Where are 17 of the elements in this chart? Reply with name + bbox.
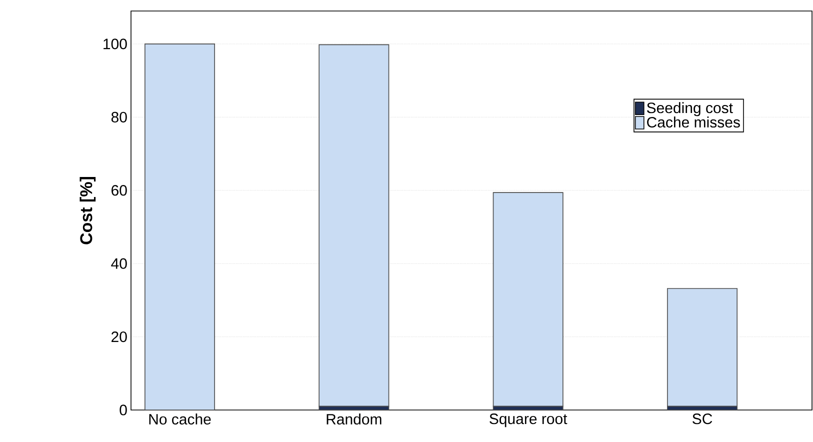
y-tick-label: 40	[111, 258, 127, 269]
y-tick-label: 60	[112, 185, 127, 196]
bar	[492, 192, 564, 407]
y-tick-label: 20	[112, 331, 127, 342]
bar	[667, 288, 738, 407]
y-tick-label: 0	[120, 404, 127, 416]
legend-label: Cache misses	[647, 116, 740, 128]
x-tick-label: Square root	[490, 414, 568, 428]
y-axis-title: Cost [%]	[80, 177, 96, 244]
x-tick-label: SC	[692, 414, 712, 424]
x-tick-label: No cache	[149, 414, 211, 425]
bar	[318, 44, 390, 407]
legend-label: Seeding cost	[646, 102, 733, 116]
y-tick-label: 80	[111, 112, 127, 122]
x-tick-label: Random	[326, 414, 382, 425]
bar	[144, 44, 215, 410]
y-tick-label: 100	[104, 38, 127, 50]
